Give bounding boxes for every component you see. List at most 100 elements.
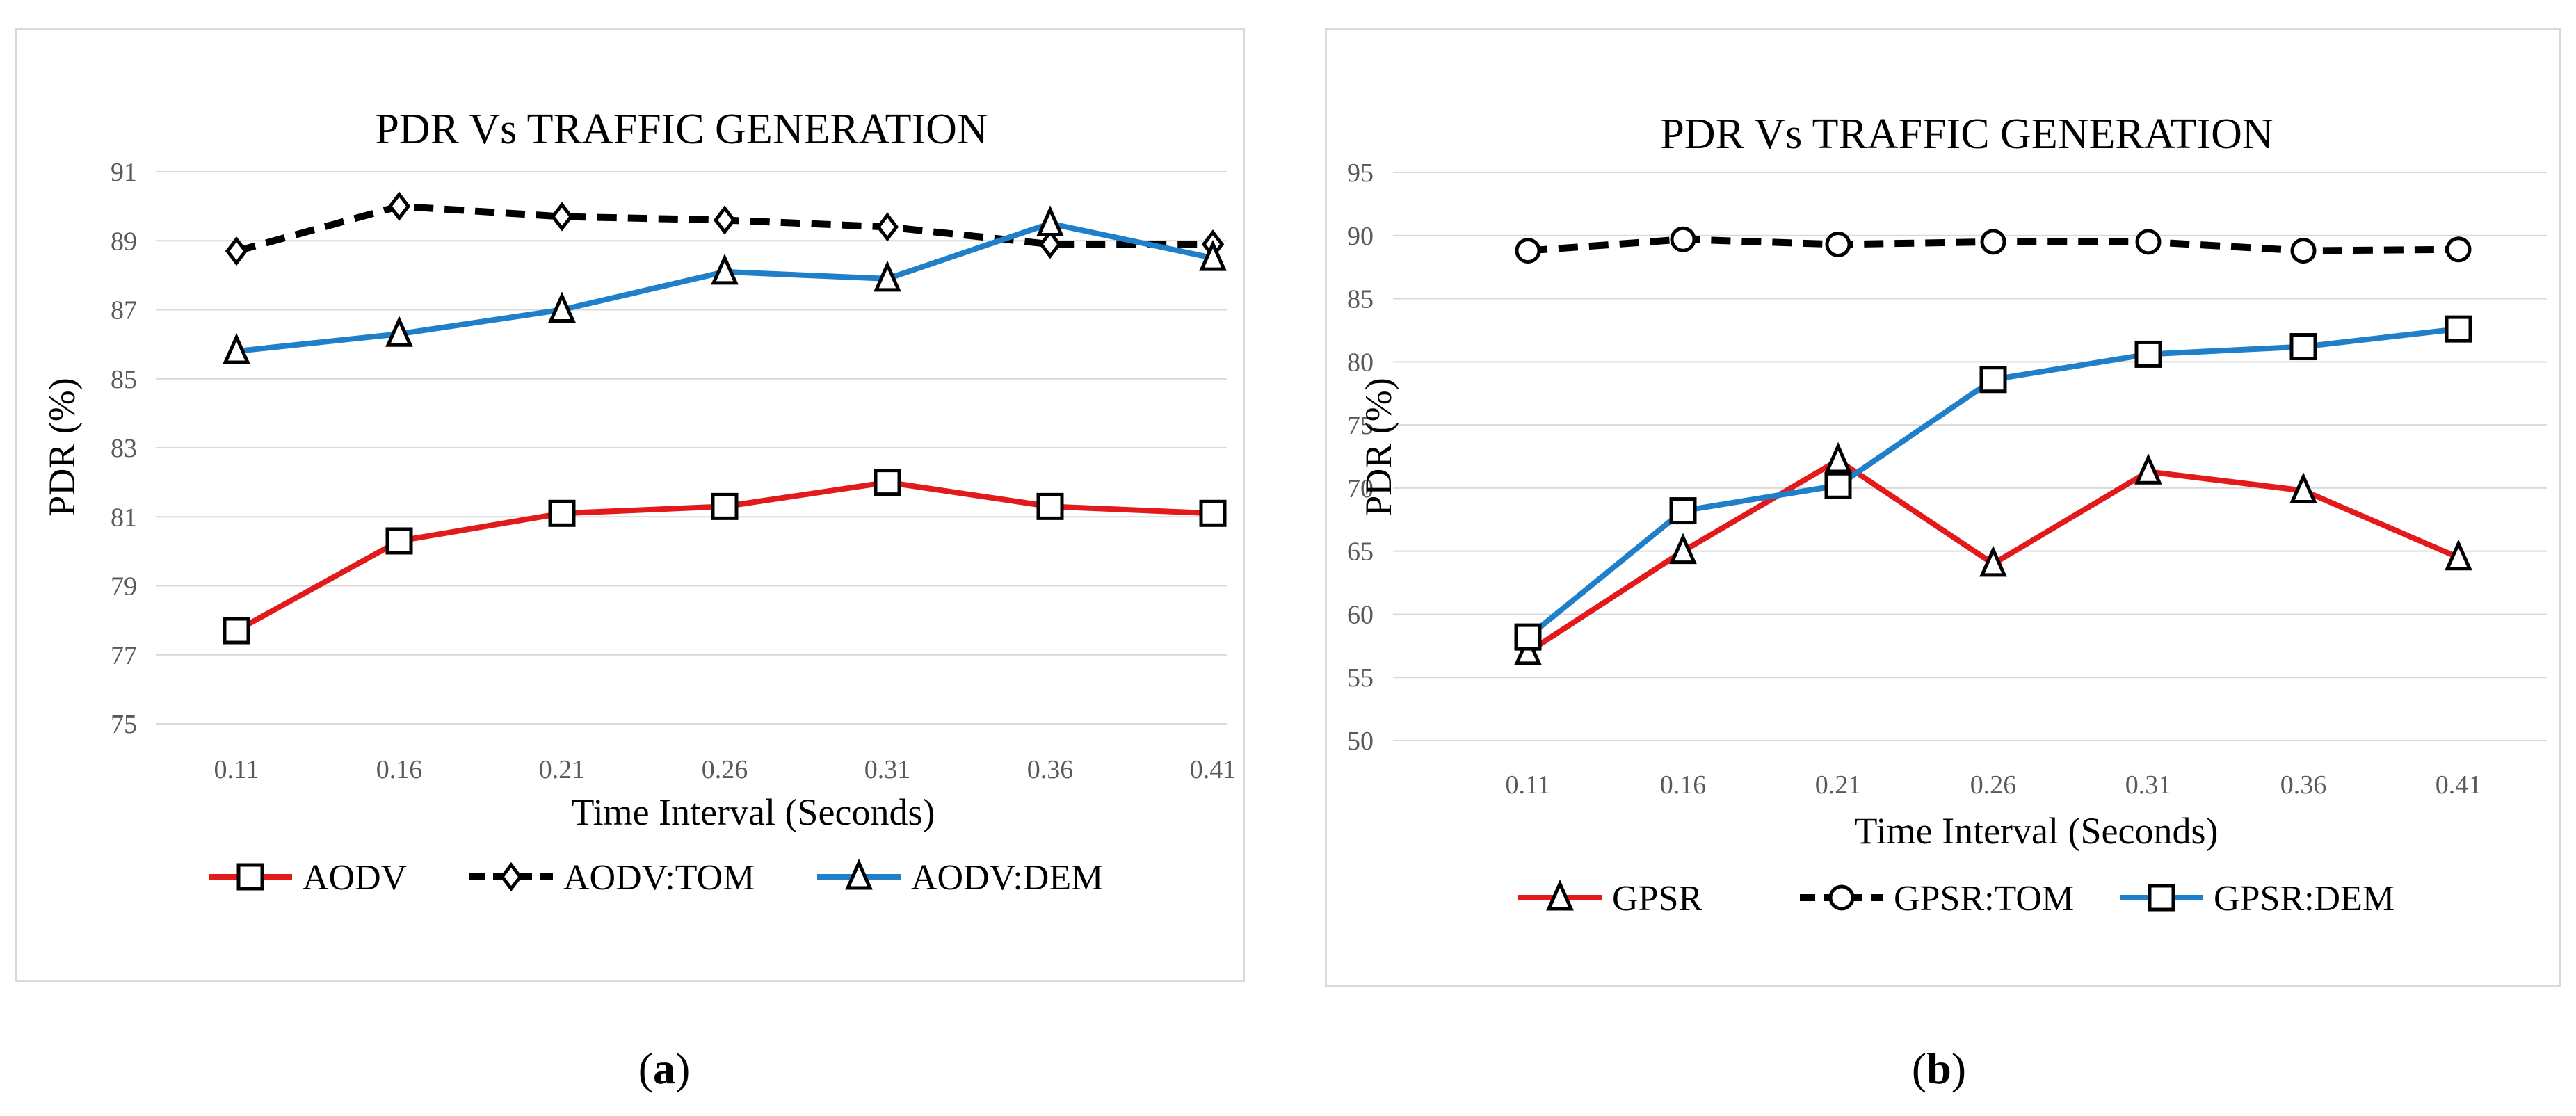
chart-a-series-aodv-tom	[225, 191, 1225, 266]
caption-b-letter: b	[1926, 1044, 1951, 1093]
chart-panel-a: PDR Vs TRAFFIC GENERATION 75 77 79 81 83 85 87 8…	[15, 28, 1245, 982]
chart-a-y-tick-label: 79	[111, 572, 137, 601]
chart-a-data-point	[223, 332, 250, 364]
chart-b-data-point	[2445, 236, 2472, 263]
chart-b-y-tick-label: 65	[1347, 537, 1374, 567]
chart-b-x-tick-label: 0.36	[2280, 770, 2327, 800]
chart-a-x-tick-label: 0.31	[864, 755, 911, 784]
caption-a: (a)	[638, 1044, 691, 1093]
chart-a-y-axis-label: PDR (%)	[41, 378, 83, 517]
chart-b-data-point	[2445, 539, 2472, 571]
chart-a-data-point	[876, 212, 899, 242]
chart-a-data-point	[1199, 239, 1227, 271]
chart-b-legend-marker	[1828, 884, 1855, 911]
chart-a-data-point	[1199, 499, 1227, 527]
chart-a-legend-marker	[236, 863, 264, 891]
chart-a-series-aodv	[223, 469, 1227, 645]
chart-b-legend-label: GPSR	[1612, 879, 1702, 919]
chart-b-y-axis-label: PDR (%)	[1358, 378, 1399, 517]
chart-a-data-point	[1036, 205, 1064, 236]
chart-b-y-tick-label: 90	[1347, 222, 1374, 251]
chart-a-x-tick-labels: 0.11 0.16 0.21 0.26 0.31 0.36 0.41	[214, 755, 1236, 784]
chart-b-series-gpsr	[1514, 442, 2472, 665]
chart-a-x-tick-label: 0.16	[376, 755, 423, 784]
chart-b-y-tick-label: 85	[1347, 285, 1374, 314]
chart-b-title: PDR Vs TRAFFIC GENERATION	[1660, 111, 2273, 158]
chart-a-x-axis-label: Time Interval (Seconds)	[572, 791, 935, 833]
chart-a-data-point	[225, 236, 248, 266]
chart-a-data-point	[550, 202, 574, 232]
chart-a-x-tick-label: 0.21	[539, 755, 586, 784]
chart-b-legend: GPSR GPSR:TOM GPSR:DEM	[1518, 879, 2394, 919]
chart-b-data-point	[2135, 229, 2162, 255]
chart-a-y-tick-label: 91	[111, 158, 137, 187]
chart-a-data-point	[223, 617, 250, 645]
chart-b-data-point	[1669, 497, 1697, 525]
chart-b-x-axis-label: Time Interval (Seconds)	[1855, 810, 2219, 852]
chart-b-x-tick-label: 0.26	[1970, 770, 2017, 800]
caption-a-letter: a	[653, 1044, 675, 1093]
chart-a-legend-marker	[845, 858, 873, 890]
chart-b-series-gpsr-tom	[1515, 226, 2472, 264]
chart-b-data-point	[1514, 623, 1542, 651]
chart-b-x-tick-label: 0.41	[2436, 770, 2482, 800]
chart-b-y-tick-label: 80	[1347, 348, 1374, 377]
chart-panel-b: PDR Vs TRAFFIC GENERATION 50 55 60 65 70 75 80 8…	[1325, 28, 2561, 987]
chart-a-x-tick-label: 0.26	[702, 755, 748, 784]
chart-b-y-tick-label: 60	[1347, 600, 1374, 629]
chart-b-data-point	[2290, 238, 2317, 264]
chart-b-x-tick-label: 0.16	[1660, 770, 1707, 800]
chart-a-data-point	[385, 527, 413, 555]
chart-a-y-tick-labels: 75 77 79 81 83 85 87 89 91	[111, 158, 137, 739]
chart-b-data-point	[1514, 633, 1542, 665]
chart-a-y-tick-label: 87	[111, 296, 137, 325]
chart-b-x-tick-label: 0.11	[1505, 770, 1550, 800]
chart-b-data-point	[2289, 472, 2317, 504]
chart-b-data-point	[1825, 231, 1851, 257]
chart-a-data-point	[711, 492, 739, 520]
chart-a-title: PDR Vs TRAFFIC GENERATION	[375, 106, 988, 153]
chart-a-legend-label: AODV:DEM	[911, 858, 1103, 898]
chart-a-data-point	[874, 469, 901, 496]
caption-b: (b)	[1911, 1044, 1967, 1093]
chart-b-data-point	[1979, 366, 2007, 394]
chart-a-data-point	[1038, 229, 1062, 259]
chart-b-y-tick-label: 50	[1347, 727, 1374, 756]
chart-b-data-point	[1980, 229, 2006, 255]
chart-b-y-tick-label: 75	[1347, 411, 1374, 440]
chart-a-data-point	[385, 316, 413, 347]
chart-b-legend-label: GPSR:TOM	[1894, 879, 2074, 919]
chart-b-svg: PDR Vs TRAFFIC GENERATION 50 55 60 65 70 75 80 8…	[1347, 111, 2547, 919]
chart-a-series-aodv-dem	[223, 205, 1227, 364]
chart-a-legend-label: AODV:TOM	[563, 858, 755, 898]
chart-a-data-point	[711, 253, 739, 285]
chart-a-data-point	[713, 205, 736, 235]
chart-a-y-tick-label: 83	[111, 434, 137, 463]
chart-a-data-point	[387, 191, 411, 221]
chart-b-data-point	[2289, 333, 2317, 361]
chart-a-x-tick-label: 0.41	[1190, 755, 1237, 784]
chart-a-y-tick-label: 75	[111, 710, 137, 739]
chart-b-y-tick-label: 70	[1347, 474, 1374, 503]
chart-a-y-tick-label: 85	[111, 365, 137, 394]
chart-b-data-point	[2134, 453, 2162, 485]
chart-a-y-tick-label: 81	[111, 503, 137, 532]
chart-b-data-point	[2445, 315, 2472, 343]
chart-b-x-tick-label: 0.31	[2125, 770, 2172, 800]
chart-a-legend-label: AODV	[303, 858, 407, 898]
chart-b-gridlines	[1393, 172, 2547, 741]
chart-b-data-point	[1824, 471, 1852, 499]
chart-a-x-tick-label: 0.11	[214, 755, 259, 784]
chart-a-legend-marker	[499, 862, 523, 892]
chart-b-x-tick-label: 0.21	[1815, 770, 1862, 800]
chart-b-legend-label: GPSR:DEM	[2214, 879, 2394, 919]
chart-b-y-tick-label: 55	[1347, 663, 1374, 693]
chart-a-y-tick-label: 89	[111, 227, 137, 256]
chart-b-data-point	[2134, 340, 2162, 368]
chart-b-data-point	[1670, 226, 1696, 252]
chart-b-data-point	[1669, 533, 1697, 565]
chart-a-data-point	[548, 499, 576, 527]
chart-a-data-point	[874, 260, 901, 292]
chart-b-y-tick-label: 95	[1347, 159, 1374, 188]
chart-b-legend-marker	[1546, 879, 1574, 911]
